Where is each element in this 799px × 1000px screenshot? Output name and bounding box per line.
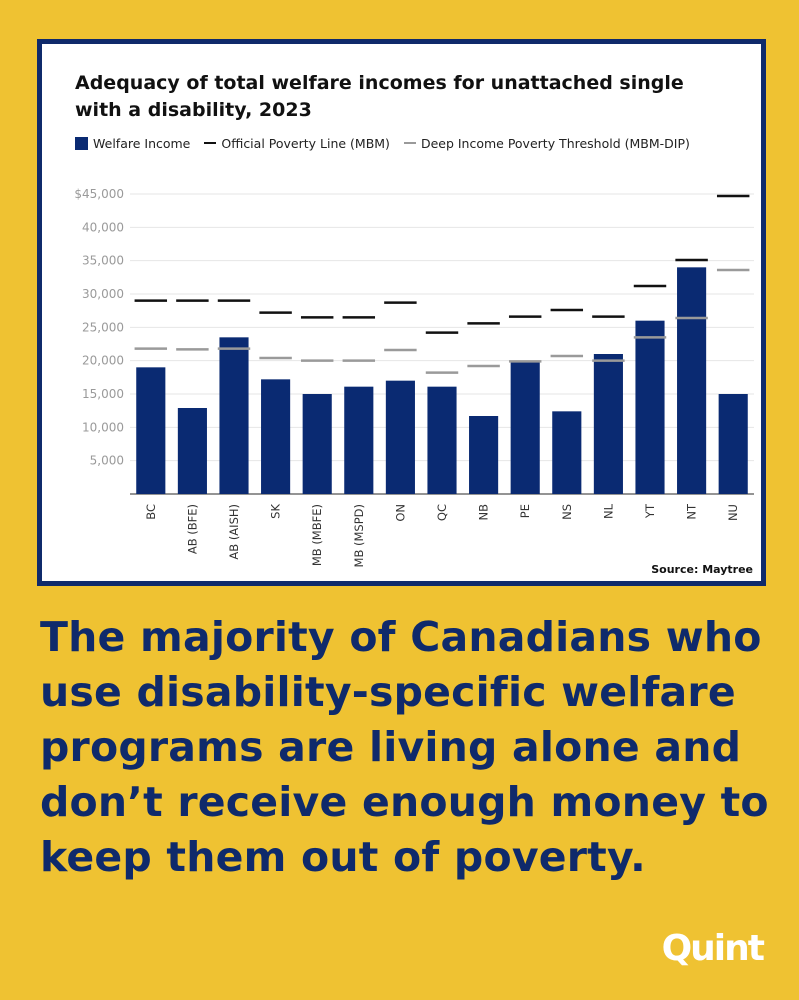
x-tick-label: NU	[726, 504, 740, 521]
legend-label: Official Poverty Line (MBM)	[221, 135, 390, 151]
x-tick-label: MB (MSPD)	[352, 504, 366, 567]
bar	[219, 337, 249, 494]
x-tick-label: MB (MBFE)	[310, 504, 324, 566]
y-tick-label: 20,000	[82, 354, 124, 368]
bar	[385, 380, 415, 494]
x-tick-label: NT	[685, 503, 699, 520]
y-tick-label: 30,000	[82, 287, 124, 301]
chart-legend: Welfare Income Official Poverty Line (MB…	[75, 134, 704, 152]
legend-label: Deep Income Poverty Threshold (MBM-DIP)	[420, 135, 690, 151]
bar	[302, 394, 332, 494]
y-tick-label: 35,000	[82, 254, 124, 268]
legend-swatch-line	[403, 142, 416, 144]
bar	[635, 320, 665, 494]
legend-item-deep-poverty: Deep Income Poverty Threshold (MBM-DIP)	[403, 135, 690, 151]
y-tick-label: 40,000	[82, 220, 124, 234]
x-tick-label: ON	[393, 504, 407, 522]
y-tick-label: 5,000	[90, 454, 124, 468]
x-tick-label: QC	[435, 504, 449, 521]
y-tick-label: $45,000	[74, 187, 124, 201]
legend-swatch-line	[204, 142, 217, 144]
legend-item-welfare-income: Welfare Income	[75, 136, 190, 151]
legend-item-poverty-line: Official Poverty Line (MBM)	[204, 136, 390, 151]
headline: The majority of Canadians who use disabi…	[40, 613, 769, 881]
x-tick-label: NB	[477, 504, 491, 521]
chart-card: Adequacy of total welfare incomes for un…	[37, 39, 766, 586]
quint-logo: Quint	[661, 928, 765, 969]
source-note: Source: Maytree	[651, 563, 753, 576]
y-tick-label: 25,000	[82, 320, 124, 334]
bar	[510, 360, 540, 494]
bar	[469, 416, 499, 494]
bar	[593, 354, 623, 494]
x-tick-label: BC	[144, 504, 158, 520]
bar	[427, 386, 457, 494]
bar-chart: 5,000 10,000 15,000 20,000 25,000 30,000 35,00…	[74, 187, 754, 567]
bar	[344, 386, 374, 494]
bar	[261, 379, 291, 494]
x-tick-label: AB (BFE)	[185, 504, 199, 554]
bar	[677, 267, 707, 494]
legend-swatch-bar	[75, 136, 88, 150]
x-tick-label: SK	[269, 504, 283, 519]
x-tick-label: AB (AISH)	[227, 504, 241, 560]
x-tick-label: NL	[601, 503, 615, 519]
bar	[136, 367, 166, 494]
bar	[552, 411, 582, 494]
x-tick-label: NS	[560, 504, 574, 520]
y-tick-label: 10,000	[82, 420, 124, 434]
bar	[718, 394, 748, 494]
bar	[177, 408, 207, 494]
chart-title: Adequacy of total welfare incomes for un…	[75, 72, 684, 121]
x-tick-label: PE	[518, 504, 532, 518]
x-tick-label: YT	[643, 503, 657, 519]
legend-label: Welfare Income	[93, 135, 191, 151]
y-tick-label: 15,000	[82, 387, 124, 401]
